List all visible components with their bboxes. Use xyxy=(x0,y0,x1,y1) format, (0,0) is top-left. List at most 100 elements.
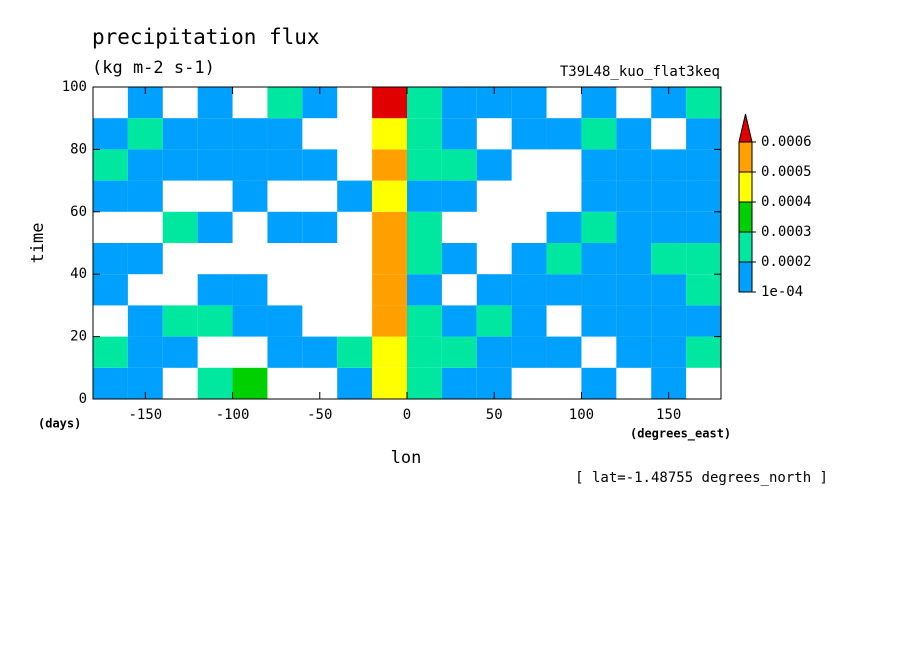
cell xyxy=(372,149,407,181)
cell xyxy=(407,367,442,399)
colorbar-label: 0.0004 xyxy=(761,194,812,210)
cell xyxy=(407,243,442,275)
colorbar-box xyxy=(738,261,753,293)
cell xyxy=(197,211,233,243)
cell xyxy=(232,149,268,181)
x-axis-label: lon xyxy=(391,448,422,468)
cell xyxy=(651,211,687,243)
cell xyxy=(372,367,407,399)
cell xyxy=(372,305,407,337)
cell xyxy=(372,243,407,275)
colorbar-label: 0.0003 xyxy=(761,224,812,240)
cell xyxy=(232,118,268,150)
cell xyxy=(441,87,477,119)
cell xyxy=(197,305,233,337)
colorbar-triangle xyxy=(738,113,753,143)
cell xyxy=(197,367,233,399)
cell xyxy=(476,149,512,181)
cell xyxy=(686,336,721,368)
cell xyxy=(407,274,442,306)
cell xyxy=(546,243,582,275)
run-label: T39L48_kuo_flat3keq xyxy=(560,64,720,80)
note: [ lat=-1.48755 degrees_north ] xyxy=(575,470,828,486)
cell xyxy=(93,243,128,275)
cell xyxy=(511,305,547,337)
y-axis-label: time xyxy=(28,223,48,264)
cell xyxy=(372,118,407,150)
cell xyxy=(127,336,163,368)
cell xyxy=(337,336,373,368)
cell xyxy=(511,118,547,150)
cell xyxy=(162,305,198,337)
cell xyxy=(581,274,617,306)
cell xyxy=(302,149,338,181)
cell xyxy=(407,305,442,337)
cell xyxy=(441,243,477,275)
cell xyxy=(407,211,442,243)
cell xyxy=(232,367,268,399)
cell xyxy=(511,274,547,306)
cell xyxy=(162,336,198,368)
cell xyxy=(337,367,373,399)
cell xyxy=(546,211,582,243)
cell xyxy=(686,211,721,243)
cell xyxy=(372,274,407,306)
cell xyxy=(441,305,477,337)
x-tick-label: -50 xyxy=(307,407,332,423)
cell xyxy=(337,180,373,212)
cell xyxy=(441,118,477,150)
cell xyxy=(651,149,687,181)
y-tick-label: 60 xyxy=(70,204,87,220)
colorbar-box xyxy=(738,171,753,203)
colorbar-label: 1e-04 xyxy=(761,284,803,300)
cell xyxy=(93,149,128,181)
cell xyxy=(686,243,721,275)
cell xyxy=(616,211,652,243)
cell xyxy=(686,305,721,337)
cell xyxy=(616,336,652,368)
cell xyxy=(581,149,617,181)
y-units: (days) xyxy=(38,417,81,431)
cell xyxy=(372,87,407,119)
cell xyxy=(93,336,128,368)
cell xyxy=(441,367,477,399)
cell xyxy=(127,180,163,212)
colorbar-label: 0.0006 xyxy=(761,134,812,150)
cell xyxy=(232,305,268,337)
cell xyxy=(686,274,721,306)
cell xyxy=(93,367,128,399)
cell xyxy=(651,180,687,212)
colorbar-box xyxy=(738,141,753,173)
colorbar-label: 0.0002 xyxy=(761,254,812,270)
cell xyxy=(407,118,442,150)
x-tick-label: -100 xyxy=(216,407,250,423)
cell xyxy=(267,305,303,337)
cell xyxy=(581,305,617,337)
cell xyxy=(267,118,303,150)
cell xyxy=(232,274,268,306)
cell xyxy=(407,180,442,212)
cell xyxy=(267,87,303,119)
cell xyxy=(616,243,652,275)
cell xyxy=(302,336,338,368)
cell xyxy=(127,243,163,275)
cell xyxy=(581,87,617,119)
cell xyxy=(511,87,547,119)
cell xyxy=(267,211,303,243)
cell xyxy=(197,274,233,306)
cell xyxy=(407,336,442,368)
cell xyxy=(651,305,687,337)
x-tick-label: 150 xyxy=(656,407,681,423)
cell xyxy=(546,118,582,150)
x-tick-label: 0 xyxy=(403,407,411,423)
cell xyxy=(581,180,617,212)
cell xyxy=(162,149,198,181)
chart-subtitle: (kg m-2 s-1) xyxy=(92,58,215,78)
cell xyxy=(581,243,617,275)
cell xyxy=(127,118,163,150)
cell xyxy=(441,149,477,181)
cell xyxy=(372,336,407,368)
cell xyxy=(546,336,582,368)
cell xyxy=(616,118,652,150)
cell xyxy=(267,336,303,368)
